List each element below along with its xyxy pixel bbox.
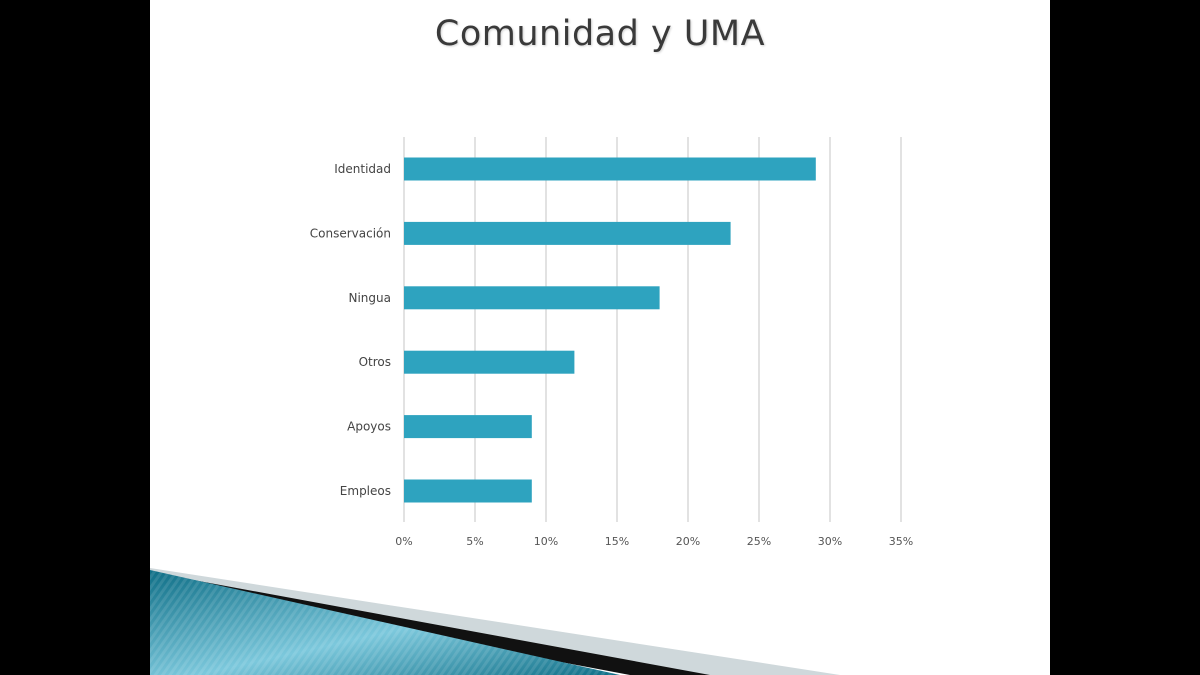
decorative-bottom-band (150, 568, 840, 675)
bar-3 (404, 286, 660, 310)
category-label: Otros (359, 355, 391, 369)
x-tick-label: 0% (395, 535, 412, 548)
category-label: Apoyos (347, 420, 391, 434)
band-pale-stripe (150, 568, 840, 675)
x-tick-label: 25% (747, 535, 771, 548)
bar-2 (404, 221, 731, 245)
category-label: Identidad (334, 162, 391, 176)
band-black-stripe (150, 572, 710, 675)
bars (404, 157, 816, 503)
x-tick-label: 10% (534, 535, 558, 548)
bar-5 (404, 415, 532, 439)
category-labels: Identidad Conservación Ningua Otros Apoyos Em… (310, 162, 391, 498)
x-tick-label: 30% (818, 535, 842, 548)
x-tick-label: 5% (466, 535, 483, 548)
bar-4 (404, 350, 575, 374)
category-label: Conservación (310, 226, 391, 240)
x-axis-tick-labels: 0% 5% 10% 15% 20% 25% 30% 35% (395, 535, 913, 548)
x-tick-label: 15% (605, 535, 629, 548)
bar-1 (404, 157, 816, 181)
x-tick-label: 35% (889, 535, 913, 548)
x-tick-label: 20% (676, 535, 700, 548)
grid-lines (403, 137, 902, 522)
band-teal-texture (150, 570, 620, 675)
category-label: Ningua (349, 291, 392, 305)
bar-chart: Identidad Conservación Ningua Otros Apoyos Em… (310, 137, 913, 548)
slide-title: Comunidad y UMA (434, 14, 766, 54)
bar-6 (404, 479, 532, 503)
category-label: Empleos (340, 484, 391, 498)
slide: Comunidad y UMA Identidad Conservación Nin… (150, 0, 1050, 675)
